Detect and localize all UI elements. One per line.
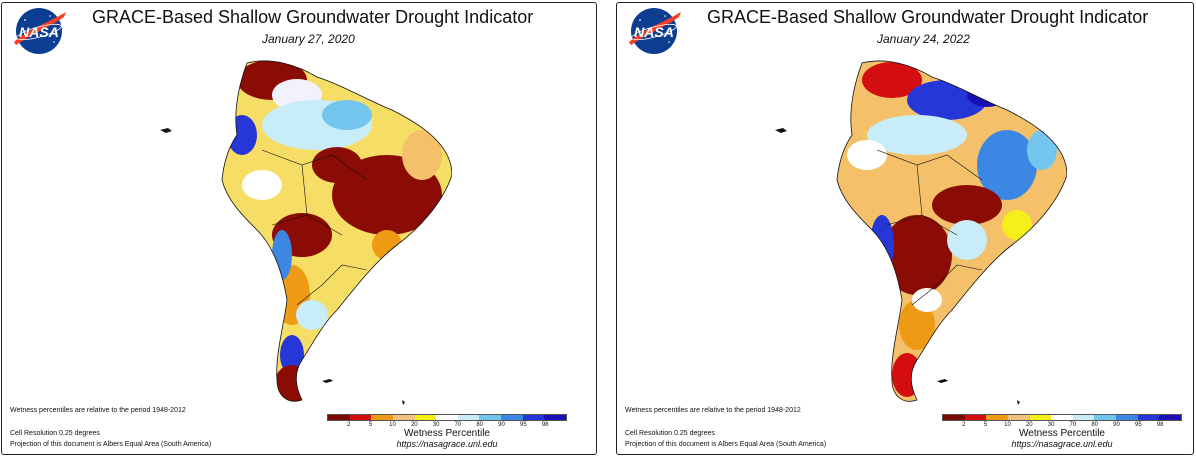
- legend: 2 5 10 20 30 70 80 90 95 98 Wetness Perc…: [327, 414, 567, 449]
- legend-tick: 98: [1156, 422, 1164, 428]
- legend-swatch: [964, 415, 987, 420]
- legend-swatch: [392, 415, 415, 420]
- legend-tick: 80: [1091, 422, 1099, 428]
- note-projection: Projection of this document is Albers Eq…: [10, 441, 212, 448]
- legend-swatch: [414, 415, 437, 420]
- legend-swatch: [1029, 415, 1052, 420]
- legend-tick: 20: [410, 422, 418, 428]
- legend-swatch: [501, 415, 523, 420]
- source-url: https://nasagrace.unl.edu: [396, 439, 498, 449]
- legend-tick: 10: [389, 422, 396, 428]
- legend-tick: 10: [1004, 422, 1011, 428]
- legend-tick: 5: [983, 422, 988, 428]
- legend-swatch: [1159, 415, 1182, 420]
- nasa-logo-icon: NASA: [629, 8, 681, 54]
- legend-swatch: [1072, 415, 1095, 420]
- legend-swatch: [1094, 415, 1117, 420]
- note-period: Wetness percentiles are relative to the …: [10, 407, 186, 414]
- legend-swatch: [371, 415, 393, 420]
- nasa-logo-icon: NASA: [14, 8, 66, 54]
- legend-title: Wetness Percentile: [404, 428, 490, 439]
- legend-title: Wetness Percentile: [1019, 428, 1105, 439]
- note-resolution: Cell Resolution 0.25 degrees: [625, 430, 715, 437]
- south-america-map-2020: [160, 60, 452, 405]
- legend-swatch: [457, 415, 480, 420]
- map-date: January 27, 2020: [262, 32, 355, 46]
- note-projection: Projection of this document is Albers Eq…: [625, 441, 827, 448]
- legend-swatch: [1007, 415, 1030, 420]
- legend-tick: 90: [498, 422, 505, 428]
- legend-tick: 70: [454, 422, 462, 428]
- legend-tick: 30: [1047, 422, 1055, 428]
- map-date: January 24, 2022: [877, 32, 970, 46]
- logo-wordmark: NASA: [19, 24, 59, 40]
- legend-tick: 20: [1025, 422, 1033, 428]
- note-period: Wetness percentiles are relative to the …: [625, 407, 801, 414]
- legend-swatch: [522, 415, 545, 420]
- legend-tick: 70: [1069, 422, 1077, 428]
- legend-swatch: [1116, 415, 1138, 420]
- legend-swatch: [479, 415, 502, 420]
- map-title: GRACE-Based Shallow Groundwater Drought …: [92, 7, 534, 27]
- legend-swatch: [436, 415, 458, 420]
- map-panel-2020: NASA GRACE-Based Shallow Groundwater Dro…: [1, 2, 597, 455]
- legend-swatch: [986, 415, 1008, 420]
- south-america-map-2022: [775, 60, 1067, 405]
- source-url: https://nasagrace.unl.edu: [1011, 439, 1113, 449]
- map-title: GRACE-Based Shallow Groundwater Drought …: [707, 7, 1149, 27]
- legend-tick: 2: [962, 422, 966, 428]
- legend-swatch: [349, 415, 372, 420]
- legend-tick: 90: [1113, 422, 1120, 428]
- legend-swatch: [1051, 415, 1073, 420]
- legend-swatch: [943, 415, 965, 420]
- map-panel-2022: NASA GRACE-Based Shallow Groundwater Dro…: [616, 2, 1194, 455]
- legend-tick: 98: [541, 422, 549, 428]
- note-resolution: Cell Resolution 0.25 degrees: [10, 430, 100, 437]
- logo-wordmark: NASA: [634, 24, 674, 40]
- legend-color-bar: [942, 414, 1182, 421]
- legend-tick: 30: [432, 422, 440, 428]
- legend-tick: 80: [476, 422, 484, 428]
- legend-tick: 95: [520, 422, 527, 428]
- legend-swatch: [328, 415, 350, 420]
- legend-tick: 2: [347, 422, 351, 428]
- legend-swatch: [1137, 415, 1160, 420]
- legend: 2 5 10 20 30 70 80 90 95 98 Wetness Perc…: [942, 414, 1182, 449]
- legend-tick: 5: [368, 422, 373, 428]
- legend-swatch: [544, 415, 567, 420]
- legend-color-bar: [327, 414, 567, 421]
- legend-tick: 95: [1135, 422, 1142, 428]
